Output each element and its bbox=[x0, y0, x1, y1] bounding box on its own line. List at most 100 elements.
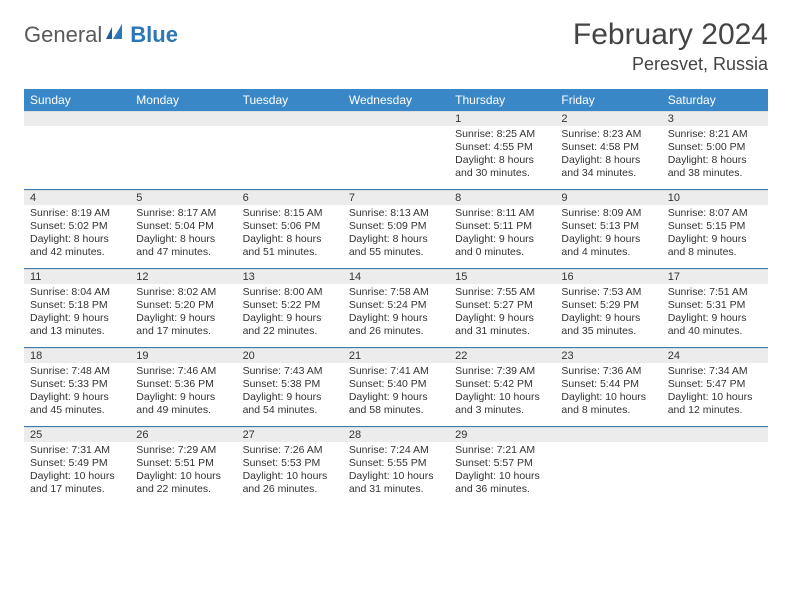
day-details: Sunrise: 7:58 AMSunset: 5:24 PMDaylight:… bbox=[343, 284, 449, 343]
sunset-text: Sunset: 5:27 PM bbox=[455, 299, 549, 312]
sunset-text: Sunset: 5:36 PM bbox=[136, 378, 230, 391]
daylight-text: Daylight: 10 hours and 22 minutes. bbox=[136, 470, 230, 496]
day-cell: 22Sunrise: 7:39 AMSunset: 5:42 PMDayligh… bbox=[449, 348, 555, 426]
day-number: 13 bbox=[237, 269, 343, 284]
day-header-sat: Saturday bbox=[662, 89, 768, 111]
sunset-text: Sunset: 5:02 PM bbox=[30, 220, 124, 233]
day-cell: 18Sunrise: 7:48 AMSunset: 5:33 PMDayligh… bbox=[24, 348, 130, 426]
day-details: Sunrise: 7:26 AMSunset: 5:53 PMDaylight:… bbox=[237, 442, 343, 501]
day-cell bbox=[662, 427, 768, 505]
sunset-text: Sunset: 5:06 PM bbox=[243, 220, 337, 233]
day-number: 24 bbox=[662, 348, 768, 363]
day-number: 26 bbox=[130, 427, 236, 442]
day-number: 7 bbox=[343, 190, 449, 205]
sunset-text: Sunset: 5:51 PM bbox=[136, 457, 230, 470]
day-details: Sunrise: 7:36 AMSunset: 5:44 PMDaylight:… bbox=[555, 363, 661, 422]
week-row: 1Sunrise: 8:25 AMSunset: 4:55 PMDaylight… bbox=[24, 111, 768, 189]
day-header-wed: Wednesday bbox=[343, 89, 449, 111]
day-details: Sunrise: 7:21 AMSunset: 5:57 PMDaylight:… bbox=[449, 442, 555, 501]
sunset-text: Sunset: 5:09 PM bbox=[349, 220, 443, 233]
daylight-text: Daylight: 8 hours and 42 minutes. bbox=[30, 233, 124, 259]
daylight-text: Daylight: 9 hours and 17 minutes. bbox=[136, 312, 230, 338]
sunrise-text: Sunrise: 8:19 AM bbox=[30, 207, 124, 220]
day-header-tue: Tuesday bbox=[237, 89, 343, 111]
day-number: 11 bbox=[24, 269, 130, 284]
day-number: 20 bbox=[237, 348, 343, 363]
sunset-text: Sunset: 5:47 PM bbox=[668, 378, 762, 391]
sunrise-text: Sunrise: 8:11 AM bbox=[455, 207, 549, 220]
title-month: February 2024 bbox=[573, 18, 768, 52]
sunset-text: Sunset: 5:57 PM bbox=[455, 457, 549, 470]
daylight-text: Daylight: 10 hours and 12 minutes. bbox=[668, 391, 762, 417]
sunrise-text: Sunrise: 7:53 AM bbox=[561, 286, 655, 299]
day-cell: 24Sunrise: 7:34 AMSunset: 5:47 PMDayligh… bbox=[662, 348, 768, 426]
calendar-page: General Blue February 2024 Peresvet, Rus… bbox=[0, 0, 792, 505]
day-details: Sunrise: 8:25 AMSunset: 4:55 PMDaylight:… bbox=[449, 126, 555, 185]
sunrise-text: Sunrise: 8:23 AM bbox=[561, 128, 655, 141]
day-details: Sunrise: 8:02 AMSunset: 5:20 PMDaylight:… bbox=[130, 284, 236, 343]
day-number: 18 bbox=[24, 348, 130, 363]
day-cell bbox=[237, 111, 343, 189]
sunset-text: Sunset: 5:33 PM bbox=[30, 378, 124, 391]
week-row: 11Sunrise: 8:04 AMSunset: 5:18 PMDayligh… bbox=[24, 268, 768, 347]
sunset-text: Sunset: 5:31 PM bbox=[668, 299, 762, 312]
day-details: Sunrise: 7:34 AMSunset: 5:47 PMDaylight:… bbox=[662, 363, 768, 422]
day-details: Sunrise: 8:07 AMSunset: 5:15 PMDaylight:… bbox=[662, 205, 768, 264]
sunrise-text: Sunrise: 7:34 AM bbox=[668, 365, 762, 378]
day-number: 14 bbox=[343, 269, 449, 284]
day-number bbox=[237, 111, 343, 126]
sunrise-text: Sunrise: 8:07 AM bbox=[668, 207, 762, 220]
logo-text-general: General bbox=[24, 22, 102, 48]
day-number: 4 bbox=[24, 190, 130, 205]
sunrise-text: Sunrise: 7:48 AM bbox=[30, 365, 124, 378]
daylight-text: Daylight: 9 hours and 40 minutes. bbox=[668, 312, 762, 338]
day-number bbox=[555, 427, 661, 442]
sunset-text: Sunset: 5:44 PM bbox=[561, 378, 655, 391]
day-cell: 12Sunrise: 8:02 AMSunset: 5:20 PMDayligh… bbox=[130, 269, 236, 347]
sunrise-text: Sunrise: 7:36 AM bbox=[561, 365, 655, 378]
day-details: Sunrise: 7:24 AMSunset: 5:55 PMDaylight:… bbox=[343, 442, 449, 501]
day-details: Sunrise: 8:00 AMSunset: 5:22 PMDaylight:… bbox=[237, 284, 343, 343]
sunrise-text: Sunrise: 8:17 AM bbox=[136, 207, 230, 220]
sunset-text: Sunset: 5:49 PM bbox=[30, 457, 124, 470]
sunset-text: Sunset: 5:18 PM bbox=[30, 299, 124, 312]
day-number: 15 bbox=[449, 269, 555, 284]
day-details: Sunrise: 8:11 AMSunset: 5:11 PMDaylight:… bbox=[449, 205, 555, 264]
day-details: Sunrise: 7:39 AMSunset: 5:42 PMDaylight:… bbox=[449, 363, 555, 422]
day-number: 2 bbox=[555, 111, 661, 126]
sunrise-text: Sunrise: 8:25 AM bbox=[455, 128, 549, 141]
day-details: Sunrise: 7:46 AMSunset: 5:36 PMDaylight:… bbox=[130, 363, 236, 422]
day-details: Sunrise: 7:29 AMSunset: 5:51 PMDaylight:… bbox=[130, 442, 236, 501]
sunset-text: Sunset: 4:55 PM bbox=[455, 141, 549, 154]
day-details: Sunrise: 7:41 AMSunset: 5:40 PMDaylight:… bbox=[343, 363, 449, 422]
logo: General Blue bbox=[24, 22, 178, 48]
day-details: Sunrise: 8:09 AMSunset: 5:13 PMDaylight:… bbox=[555, 205, 661, 264]
daylight-text: Daylight: 9 hours and 22 minutes. bbox=[243, 312, 337, 338]
day-details: Sunrise: 8:15 AMSunset: 5:06 PMDaylight:… bbox=[237, 205, 343, 264]
day-details: Sunrise: 7:48 AMSunset: 5:33 PMDaylight:… bbox=[24, 363, 130, 422]
day-cell: 5Sunrise: 8:17 AMSunset: 5:04 PMDaylight… bbox=[130, 190, 236, 268]
day-cell: 28Sunrise: 7:24 AMSunset: 5:55 PMDayligh… bbox=[343, 427, 449, 505]
day-header-mon: Monday bbox=[130, 89, 236, 111]
day-cell: 7Sunrise: 8:13 AMSunset: 5:09 PMDaylight… bbox=[343, 190, 449, 268]
day-details: Sunrise: 8:23 AMSunset: 4:58 PMDaylight:… bbox=[555, 126, 661, 185]
daylight-text: Daylight: 8 hours and 38 minutes. bbox=[668, 154, 762, 180]
sunrise-text: Sunrise: 7:29 AM bbox=[136, 444, 230, 457]
day-number: 6 bbox=[237, 190, 343, 205]
sunset-text: Sunset: 5:29 PM bbox=[561, 299, 655, 312]
day-number: 1 bbox=[449, 111, 555, 126]
sunset-text: Sunset: 5:40 PM bbox=[349, 378, 443, 391]
daylight-text: Daylight: 8 hours and 47 minutes. bbox=[136, 233, 230, 259]
day-cell: 19Sunrise: 7:46 AMSunset: 5:36 PMDayligh… bbox=[130, 348, 236, 426]
daylight-text: Daylight: 10 hours and 8 minutes. bbox=[561, 391, 655, 417]
day-cell: 3Sunrise: 8:21 AMSunset: 5:00 PMDaylight… bbox=[662, 111, 768, 189]
day-cell: 21Sunrise: 7:41 AMSunset: 5:40 PMDayligh… bbox=[343, 348, 449, 426]
day-number: 8 bbox=[449, 190, 555, 205]
daylight-text: Daylight: 9 hours and 13 minutes. bbox=[30, 312, 124, 338]
day-details: Sunrise: 8:04 AMSunset: 5:18 PMDaylight:… bbox=[24, 284, 130, 343]
day-details: Sunrise: 8:19 AMSunset: 5:02 PMDaylight:… bbox=[24, 205, 130, 264]
sunset-text: Sunset: 5:55 PM bbox=[349, 457, 443, 470]
day-number bbox=[343, 111, 449, 126]
sunset-text: Sunset: 5:11 PM bbox=[455, 220, 549, 233]
daylight-text: Daylight: 10 hours and 26 minutes. bbox=[243, 470, 337, 496]
